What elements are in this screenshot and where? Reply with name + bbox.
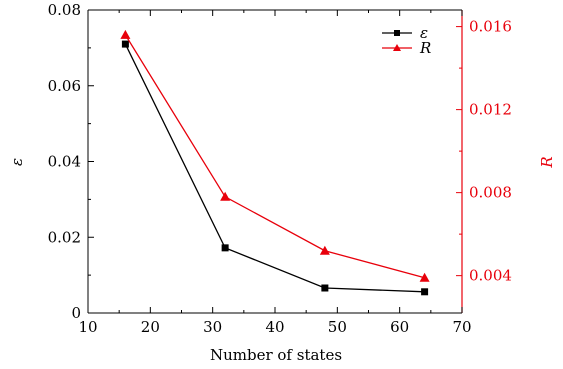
- legend-r-marker: [393, 44, 401, 51]
- y-right-tick-label: 0.008: [469, 184, 512, 202]
- x-tick-label: 60: [390, 318, 409, 336]
- x-tick-label: 70: [452, 318, 471, 336]
- legend-epsilon-label: ε: [420, 24, 428, 42]
- y-left-tick-label: 0.08: [48, 1, 81, 19]
- y-left-tick-label: 0: [71, 304, 81, 322]
- x-tick-label: 10: [78, 318, 97, 336]
- series-epsilon-point: [421, 288, 429, 296]
- y-axis-left-title: ε: [8, 158, 26, 166]
- series-epsilon-point: [121, 40, 129, 48]
- series-r-point: [419, 272, 430, 282]
- series-r-line: [124, 34, 425, 279]
- legend-r-label: R: [419, 39, 431, 57]
- series-r-point: [220, 191, 231, 201]
- x-tick-label: 40: [265, 318, 284, 336]
- x-tick-label: 30: [203, 318, 222, 336]
- series-epsilon-point: [221, 244, 229, 252]
- y-right-tick-label: 0.012: [469, 101, 512, 119]
- x-tick-label: 50: [328, 318, 347, 336]
- x-axis-title: Number of states: [210, 346, 342, 364]
- series-epsilon-point: [321, 284, 329, 292]
- x-tick-label: 20: [141, 318, 160, 336]
- y-left-tick-label: 0.02: [48, 228, 81, 246]
- legend-epsilon-marker: [394, 30, 400, 36]
- y-left-tick-label: 0.06: [48, 77, 81, 95]
- y-axis-right-title: R: [538, 156, 556, 168]
- series-r-point: [120, 29, 131, 39]
- y-right-tick-label: 0.016: [469, 18, 512, 36]
- series-r-point: [319, 245, 330, 255]
- legend: ε R: [382, 24, 431, 57]
- series-epsilon-line: [124, 43, 425, 293]
- y-left-tick-label: 0.04: [48, 153, 81, 171]
- y-right-tick-label: 0.004: [469, 267, 512, 285]
